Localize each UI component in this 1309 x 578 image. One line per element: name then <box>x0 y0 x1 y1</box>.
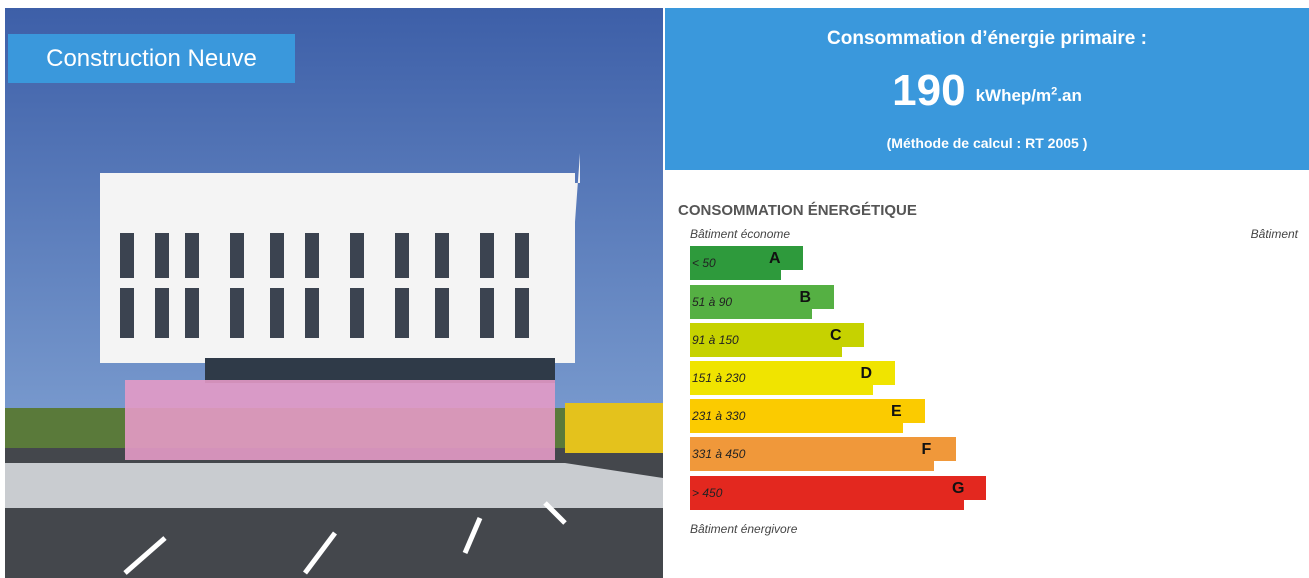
unit: kWhep/m <box>976 86 1052 105</box>
class-letter: C <box>830 327 842 345</box>
energy-class: < 50 A <box>690 246 803 280</box>
class-range: < 50 <box>692 256 716 270</box>
top-left-note: Bâtiment économe <box>690 227 790 241</box>
class-range: 231 à 330 <box>692 409 745 423</box>
class-range: 91 à 150 <box>692 333 739 347</box>
class-letter: D <box>861 365 873 383</box>
class-range: 151 à 230 <box>692 371 745 385</box>
bar-low <box>690 347 842 357</box>
class-letter: F <box>922 441 932 459</box>
energy-class: 231 à 330 E <box>690 399 925 433</box>
bar-low <box>690 309 812 319</box>
bar-low <box>690 461 934 471</box>
class-letter: B <box>800 289 812 307</box>
class-range: 51 à 90 <box>692 295 732 309</box>
energy-class: 151 à 230 D <box>690 361 895 395</box>
method: (Méthode de calcul : RT 2005 ) <box>665 135 1309 151</box>
class-letter: A <box>769 250 781 268</box>
top-right-note: Bâtiment <box>1251 227 1298 241</box>
energy-class: 331 à 450 F <box>690 437 956 471</box>
bar-low <box>690 385 873 395</box>
energy-class: 91 à 150 C <box>690 323 864 357</box>
bar-low <box>690 500 964 510</box>
energy-class: > 450 G <box>690 476 986 510</box>
header-title: Consommation d’énergie primaire : <box>665 28 1309 50</box>
class-letter: G <box>952 480 964 498</box>
energy-class: 51 à 90 B <box>690 285 834 319</box>
badge: Construction Neuve <box>8 34 295 83</box>
header-value: 190 <box>892 66 965 115</box>
bar-low <box>690 270 781 280</box>
building-photo <box>5 8 663 578</box>
bar-low <box>690 423 903 433</box>
header: Consommation d’énergie primaire : 190 kWh… <box>665 8 1309 170</box>
page-body: Construction Neuve Consommation d’énergi… <box>0 0 1309 578</box>
label-title: CONSOMMATION ÉNERGÉTIQUE <box>678 202 917 219</box>
class-range: > 450 <box>692 486 722 500</box>
bottom-note: Bâtiment énergivore <box>690 522 797 536</box>
page: Consommation énergétique {"badge":"Const… <box>0 0 1309 578</box>
class-range: 331 à 450 <box>692 447 745 461</box>
unit-end: .an <box>1057 86 1082 105</box>
class-letter: E <box>891 403 902 421</box>
bar-top <box>690 476 986 500</box>
